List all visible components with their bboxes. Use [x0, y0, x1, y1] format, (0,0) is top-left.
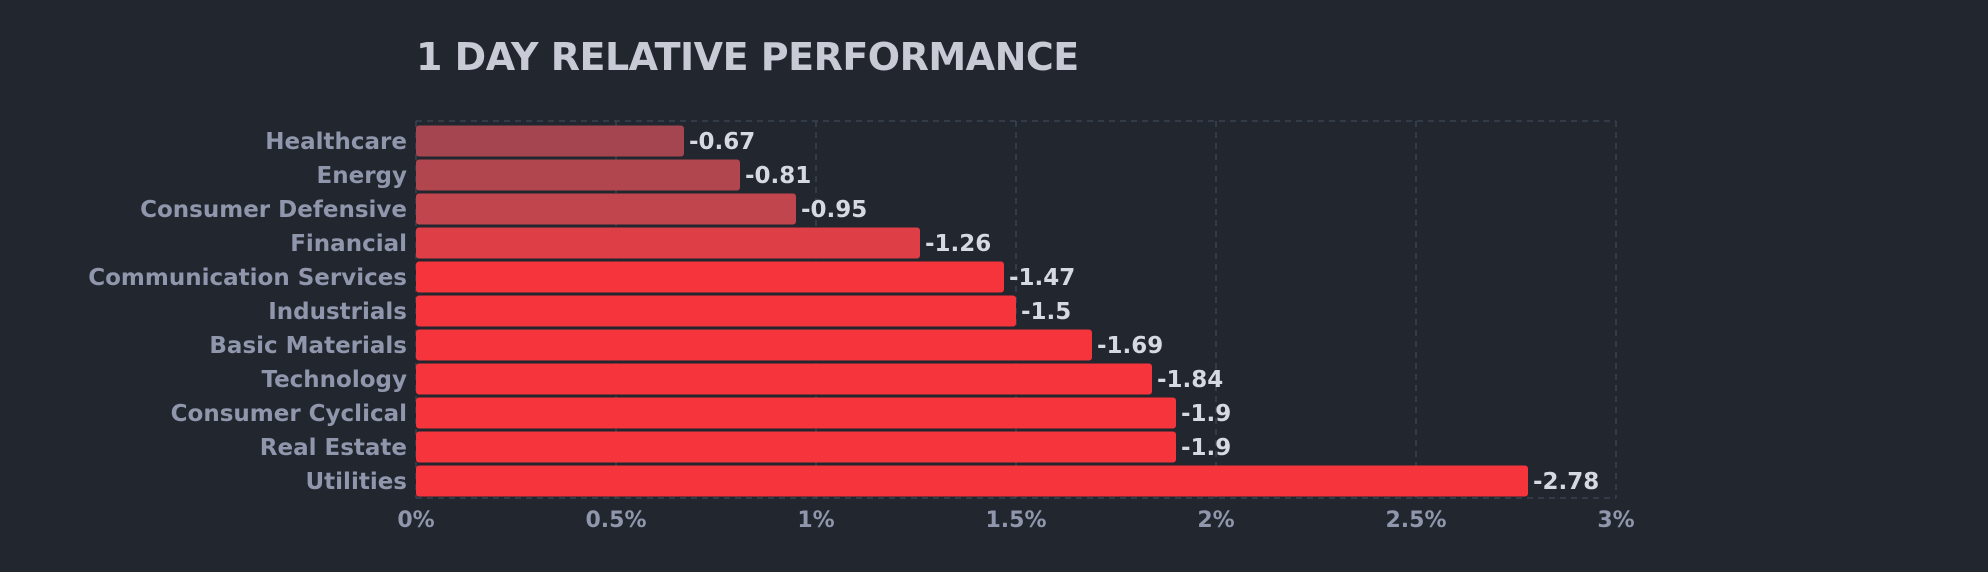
x-tick-label: 2% — [1197, 508, 1234, 533]
bar — [416, 363, 1152, 395]
category-label: Utilities — [306, 469, 408, 495]
value-label: -2.78 — [1533, 469, 1599, 495]
value-label: -0.81 — [745, 163, 811, 189]
bar — [416, 431, 1176, 463]
category-label: Industrials — [268, 299, 407, 325]
x-tick-label: 0.5% — [585, 508, 646, 533]
bar — [416, 261, 1004, 293]
chart-title: 1 DAY RELATIVE PERFORMANCE — [416, 35, 1079, 79]
labels-layer: Healthcare -0.67 Energy -0.81 Consumer Defen… — [88, 129, 1599, 495]
category-label: Financial — [290, 231, 407, 257]
x-tick-label: 2.5% — [1385, 508, 1446, 533]
x-axis: 0% 0.5% 1% 1.5% 2% 2.5% 3% — [397, 508, 1634, 533]
value-label: -1.47 — [1009, 265, 1075, 291]
value-label: -1.84 — [1157, 367, 1223, 393]
category-label: Technology — [261, 367, 407, 393]
x-tick-label: 0% — [397, 508, 434, 533]
x-tick-label: 1.5% — [985, 508, 1046, 533]
value-label: -1.5 — [1021, 299, 1071, 325]
value-label: -1.9 — [1181, 401, 1231, 427]
category-label: Communication Services — [88, 265, 407, 291]
bar — [416, 227, 920, 259]
category-label: Energy — [317, 163, 407, 189]
category-label: Basic Materials — [209, 333, 407, 359]
category-label: Healthcare — [265, 129, 407, 155]
category-label: Real Estate — [260, 435, 407, 461]
x-tick-label: 1% — [797, 508, 834, 533]
x-tick-label: 3% — [1597, 508, 1634, 533]
bar — [416, 193, 796, 225]
category-label: Consumer Defensive — [140, 197, 407, 223]
bar — [416, 465, 1528, 497]
value-label: -0.95 — [801, 197, 867, 223]
value-label: -0.67 — [689, 129, 755, 155]
value-label: -1.9 — [1181, 435, 1231, 461]
bars-layer — [416, 125, 1528, 497]
bar — [416, 159, 740, 191]
category-label: Consumer Cyclical — [171, 401, 407, 427]
bar — [416, 125, 684, 157]
bar — [416, 329, 1092, 361]
bar — [416, 397, 1176, 429]
bar — [416, 295, 1016, 327]
value-label: -1.26 — [925, 231, 991, 257]
value-label: -1.69 — [1097, 333, 1163, 359]
